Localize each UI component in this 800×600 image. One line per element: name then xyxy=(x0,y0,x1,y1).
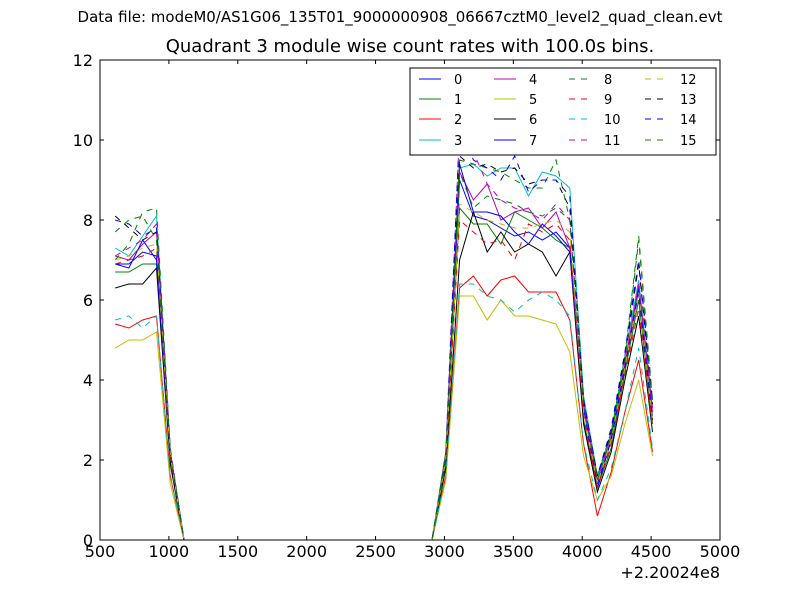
series-line-14 xyxy=(115,127,653,541)
data-file-header: Data file: modeM0/AS1G06_135T01_90000009… xyxy=(77,8,723,26)
legend-label-3: 3 xyxy=(454,134,462,149)
x-tick-label: 1000 xyxy=(149,542,190,561)
legend-label-12: 12 xyxy=(680,73,697,88)
legend-label-9: 9 xyxy=(604,93,612,108)
series-line-5 xyxy=(114,295,653,541)
x-axis: 500 1000 1500 2000 2500 3000 3500 4000 4500 5000 xyxy=(85,60,741,561)
series-line-2 xyxy=(115,275,653,541)
y-tick-label: 12 xyxy=(73,51,93,70)
legend-label-4: 4 xyxy=(529,73,537,88)
legend-label-2: 2 xyxy=(454,113,462,128)
x-offset-label: +2.20024e8 xyxy=(620,563,720,582)
y-tick-label: 4 xyxy=(83,371,93,390)
legend-label-10: 10 xyxy=(604,113,621,128)
legend-label-14: 14 xyxy=(680,113,697,128)
x-tick-label: 4500 xyxy=(631,542,672,561)
chart-title: Quadrant 3 module wise count rates with … xyxy=(165,36,655,57)
series-line-11 xyxy=(114,126,653,541)
legend-label-8: 8 xyxy=(604,73,612,88)
x-tick-label: 3000 xyxy=(424,542,465,561)
series-line-12 xyxy=(115,203,653,541)
x-tick-label: 500 xyxy=(85,542,116,561)
x-tick-label: 5000 xyxy=(700,542,741,561)
series-line-15 xyxy=(114,171,653,541)
y-tick-label: 0 xyxy=(83,531,93,550)
x-tick-label: 3500 xyxy=(493,542,534,561)
x-tick-label: 2500 xyxy=(355,542,396,561)
series-line-10 xyxy=(115,283,653,541)
legend-label-6: 6 xyxy=(529,113,537,128)
legend-label-5: 5 xyxy=(529,93,537,108)
y-tick-label: 8 xyxy=(83,211,93,230)
legend-label-1: 1 xyxy=(454,93,462,108)
series-line-1 xyxy=(115,206,653,541)
series-layer xyxy=(114,126,653,541)
legend-label-15: 15 xyxy=(680,134,697,149)
legend-label-0: 0 xyxy=(454,73,462,88)
legend-label-13: 13 xyxy=(680,93,697,108)
x-tick-label: 1500 xyxy=(217,542,258,561)
legend-box xyxy=(409,67,717,156)
y-tick-label: 10 xyxy=(73,131,93,150)
legend-label-11: 11 xyxy=(604,134,621,149)
legend-label-7: 7 xyxy=(529,134,537,149)
x-tick-label: 2000 xyxy=(286,542,327,561)
y-tick-label: 6 xyxy=(83,291,93,310)
y-tick-label: 2 xyxy=(83,451,93,470)
x-tick-label: 4000 xyxy=(562,542,603,561)
